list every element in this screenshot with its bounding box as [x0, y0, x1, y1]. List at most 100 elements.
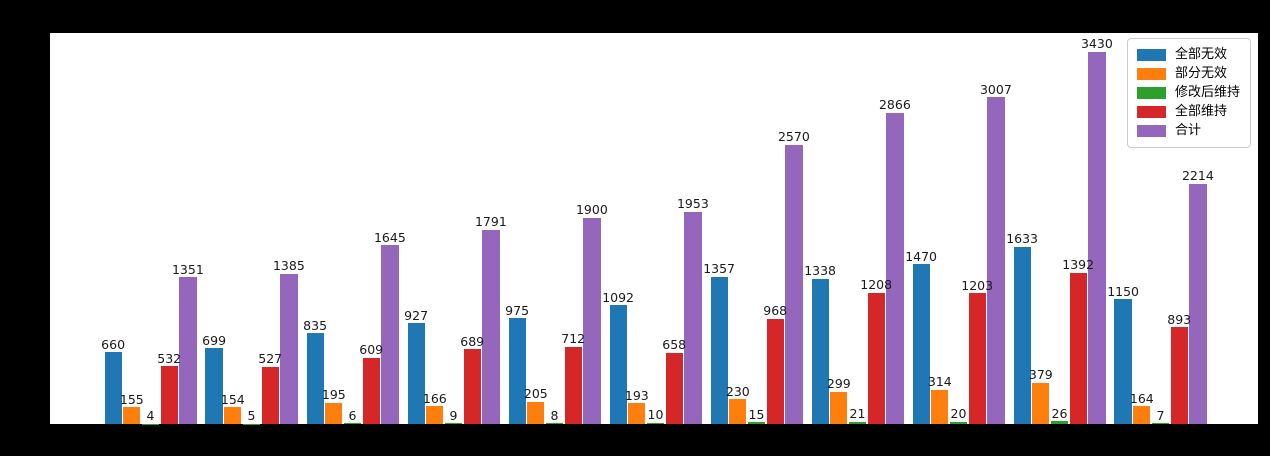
value-label-partially-invalid-group-7: 230 — [725, 383, 750, 399]
value-label-fully-maintained-group-6: 658 — [662, 337, 687, 352]
value-label-all-invalid-group-10: 1633 — [1006, 231, 1038, 247]
bar-fully-maintained-group-5 — [564, 346, 582, 424]
value-label-total-group-7: 2570 — [777, 129, 810, 145]
bar-partially-invalid-group-7 — [729, 399, 747, 424]
value-label-all-invalid-group-7: 1357 — [703, 261, 735, 277]
value-label-partially-invalid-group-4: 166 — [422, 390, 447, 406]
value-label-maintained-after-amendment-group-8: 21 — [849, 406, 866, 422]
value-label-maintained-after-amendment-group-2: 5 — [247, 408, 256, 423]
legend-label-fully-maintained: 全部维持 — [1174, 104, 1227, 119]
bar-partially-invalid-group-11 — [1133, 406, 1151, 424]
bar-partially-invalid-group-5 — [527, 401, 545, 424]
bar-total-group-8 — [886, 112, 904, 424]
value-label-total-group-5: 1900 — [575, 202, 608, 218]
bar-total-group-1 — [179, 277, 197, 424]
value-label-all-invalid-group-5: 975 — [505, 302, 530, 318]
bar-maintained-after-amendment-group-10 — [1050, 421, 1069, 424]
bar-all-invalid-group-3 — [306, 333, 324, 424]
plot-area: 660 699 835 927 975 1092 1357 1338 1470 1633 1150 1… — [50, 33, 1258, 424]
bar-all-invalid-group-10 — [1013, 246, 1031, 424]
value-label-total-group-3: 1645 — [373, 229, 406, 245]
legend-swatch-all-invalid — [1136, 49, 1166, 61]
legend-swatch-partially-invalid — [1136, 68, 1166, 80]
bar-partially-invalid-group-3 — [325, 402, 343, 424]
legend-label-maintained-after-amendment: 修改后维持 — [1174, 85, 1240, 100]
bar-total-group-10 — [1088, 51, 1106, 424]
bar-partially-invalid-group-1 — [123, 407, 141, 424]
bar-total-group-9 — [987, 97, 1005, 424]
value-label-total-group-4: 1791 — [474, 214, 507, 229]
bar-maintained-after-amendment-group-5 — [545, 423, 564, 424]
value-label-total-group-6: 1953 — [676, 196, 709, 212]
value-label-total-group-2: 1385 — [272, 258, 305, 274]
bar-fully-maintained-group-9 — [968, 293, 986, 424]
value-label-total-group-10: 3430 — [1080, 36, 1113, 51]
legend-item-fully-maintained: 全部维持 — [1136, 104, 1240, 120]
bar-fully-maintained-group-3 — [362, 357, 380, 424]
bar-total-group-2 — [280, 273, 298, 424]
bar-fully-maintained-group-1 — [160, 366, 178, 424]
value-label-maintained-after-amendment-group-5: 8 — [550, 407, 559, 423]
bar-partially-invalid-group-4 — [426, 406, 444, 424]
bar-maintained-after-amendment-group-9 — [949, 421, 968, 424]
bar-fully-maintained-group-2 — [261, 366, 279, 424]
value-label-total-group-11: 2214 — [1181, 168, 1214, 183]
bar-all-invalid-group-8 — [811, 278, 829, 424]
legend-label-all-invalid: 全部无效 — [1174, 47, 1227, 62]
bar-all-invalid-group-5 — [508, 318, 526, 424]
bar-total-group-5 — [583, 217, 601, 424]
bar-partially-invalid-group-6 — [628, 403, 646, 424]
legend-label-partially-invalid: 部分无效 — [1174, 66, 1227, 81]
bar-fully-maintained-group-11 — [1170, 327, 1188, 424]
value-label-partially-invalid-group-9: 314 — [927, 374, 952, 390]
value-label-fully-maintained-group-8: 1208 — [860, 277, 893, 293]
bar-all-invalid-group-7 — [710, 276, 728, 424]
legend-item-all-invalid: 全部无效 — [1136, 47, 1240, 63]
legend: 全部无效部分无效修改后维持全部维持合计 — [1126, 38, 1251, 148]
value-label-fully-maintained-group-3: 609 — [359, 342, 384, 358]
bar-all-invalid-group-4 — [407, 323, 425, 424]
legend-swatch-maintained-after-amendment — [1136, 87, 1166, 99]
value-label-maintained-after-amendment-group-10: 26 — [1051, 405, 1068, 421]
value-label-fully-maintained-group-10: 1392 — [1062, 257, 1095, 273]
bars-layer: 660 699 835 927 975 1092 1357 1338 1470 1633 1150 1… — [50, 33, 1258, 424]
value-label-maintained-after-amendment-group-9: 20 — [950, 406, 967, 422]
value-label-partially-invalid-group-6: 193 — [624, 387, 649, 403]
legend-label-total: 合计 — [1174, 123, 1201, 138]
bar-fully-maintained-group-10 — [1069, 272, 1087, 424]
bar-maintained-after-amendment-group-4 — [444, 423, 463, 424]
value-label-fully-maintained-group-5: 712 — [561, 331, 586, 347]
value-label-all-invalid-group-4: 927 — [404, 307, 429, 323]
value-label-fully-maintained-group-11: 893 — [1167, 311, 1192, 327]
bar-total-group-4 — [482, 229, 500, 424]
value-label-maintained-after-amendment-group-1: 4 — [146, 408, 155, 423]
value-label-all-invalid-group-2: 699 — [202, 332, 227, 348]
value-label-partially-invalid-group-3: 195 — [321, 387, 346, 403]
value-label-partially-invalid-group-8: 299 — [826, 376, 851, 391]
value-label-all-invalid-group-1: 660 — [101, 336, 126, 352]
bar-all-invalid-group-1 — [104, 352, 122, 424]
value-label-partially-invalid-group-1: 155 — [119, 391, 144, 407]
value-label-maintained-after-amendment-group-3: 6 — [348, 407, 357, 423]
bar-maintained-after-amendment-group-2 — [242, 423, 261, 424]
legend-item-total: 合计 — [1136, 123, 1240, 139]
value-label-all-invalid-group-9: 1470 — [905, 248, 937, 264]
value-label-fully-maintained-group-9: 1203 — [961, 277, 994, 293]
value-label-all-invalid-group-6: 1092 — [602, 289, 634, 305]
bar-fully-maintained-group-8 — [867, 292, 885, 424]
bar-total-group-7 — [785, 144, 803, 424]
bar-total-group-6 — [684, 211, 702, 424]
bar-maintained-after-amendment-group-11 — [1151, 423, 1170, 424]
bar-fully-maintained-group-4 — [463, 349, 481, 424]
value-label-total-group-8: 2866 — [878, 97, 911, 113]
bar-fully-maintained-group-7 — [766, 318, 784, 424]
value-label-all-invalid-group-11: 1150 — [1107, 283, 1139, 299]
bar-all-invalid-group-2 — [205, 348, 223, 424]
value-label-fully-maintained-group-4: 689 — [460, 333, 485, 349]
bar-fully-maintained-group-6 — [665, 352, 683, 424]
bar-all-invalid-group-11 — [1114, 299, 1132, 424]
bar-maintained-after-amendment-group-7 — [747, 422, 766, 424]
legend-swatch-total — [1136, 125, 1166, 137]
bar-maintained-after-amendment-group-6 — [646, 422, 665, 424]
